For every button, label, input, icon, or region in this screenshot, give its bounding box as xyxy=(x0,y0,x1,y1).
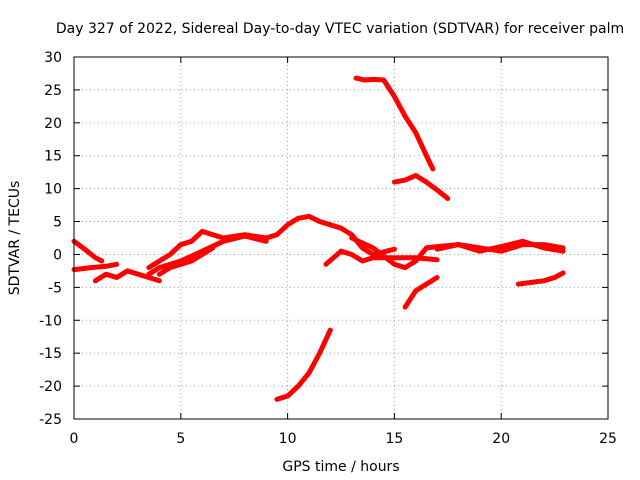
series-arc-11 xyxy=(515,270,566,287)
series-arc-2 xyxy=(71,261,120,273)
axis-ticks: 0 5 10 15 20 25 -25 -20 -15 -10 -5 0 5 10 15 20 25 30 xyxy=(39,50,617,447)
y-tick-label: -20 xyxy=(39,379,62,395)
y-tick-label: 30 xyxy=(44,50,62,66)
x-tick-label: 5 xyxy=(176,431,185,447)
chart-title: Day 327 of 2022, Sidereal Day-to-day VTE… xyxy=(56,21,624,37)
y-tick-label: -15 xyxy=(39,346,62,362)
data-series xyxy=(71,75,566,402)
x-axis-label: GPS time / hours xyxy=(282,459,399,475)
y-tick-label: -10 xyxy=(39,313,62,329)
series-arc-13 xyxy=(353,75,436,172)
series-arc-10 xyxy=(402,275,440,310)
grid-lines xyxy=(74,57,608,419)
y-axis-label: SDTVAR / TECUs xyxy=(7,181,23,296)
y-tick-label: -5 xyxy=(48,280,62,296)
y-tick-label: 10 xyxy=(44,182,62,198)
y-tick-label: 25 xyxy=(44,83,62,99)
series-arc-5 xyxy=(146,233,269,277)
series-arc-14 xyxy=(391,173,451,201)
series-arc-7 xyxy=(323,248,440,267)
series-arc-8 xyxy=(349,235,566,271)
x-tick-label: 15 xyxy=(385,431,403,447)
y-tick-label: 0 xyxy=(53,247,62,263)
x-tick-label: 10 xyxy=(279,431,297,447)
x-tick-label: 20 xyxy=(492,431,510,447)
series-arc-12 xyxy=(274,327,333,402)
x-tick-label: 25 xyxy=(599,431,617,447)
series-arc-1 xyxy=(71,238,105,264)
y-tick-label: 15 xyxy=(44,149,62,165)
y-tick-label: 20 xyxy=(44,116,62,132)
y-tick-label: 5 xyxy=(53,215,62,231)
series-arc-6 xyxy=(156,245,216,277)
series-arc-4 xyxy=(146,213,397,271)
y-tick-label: -25 xyxy=(39,412,62,428)
series-arc-9 xyxy=(434,238,566,254)
plot-frame xyxy=(73,56,609,420)
x-tick-label: 0 xyxy=(70,431,79,447)
series-arc-3 xyxy=(92,268,162,284)
